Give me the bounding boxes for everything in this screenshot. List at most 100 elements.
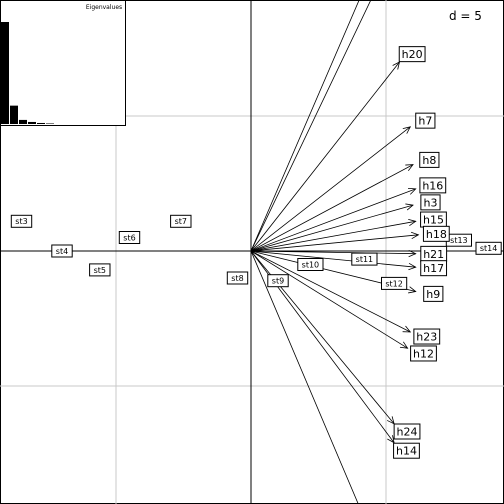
site-st5-text: st5: [94, 266, 106, 275]
site-st8-box: [226, 271, 249, 285]
eigenvalue-bar: [28, 121, 36, 124]
label-h14-box: [393, 442, 420, 459]
eigenvalue-bar: [19, 119, 27, 124]
site-st11-text: st11: [356, 255, 373, 264]
eigenvalue-bar: [46, 123, 54, 124]
arrowhead-h23: [402, 325, 412, 333]
arrow-h15: [250, 220, 416, 252]
site-st7-box: [170, 214, 192, 228]
arrow-h23: [250, 250, 411, 333]
site-st9-text: st9: [272, 277, 284, 286]
site-st12: st12: [381, 276, 408, 290]
label-h8-text: h8: [422, 154, 436, 167]
site-st8-text: st8: [231, 274, 243, 283]
site-st9-box: [267, 274, 289, 288]
arrowhead-h21: [408, 250, 417, 258]
arrow-h10: [250, 250, 359, 504]
site-st3-text: st3: [15, 217, 27, 226]
site-st10-box: [297, 258, 324, 271]
site-st6: st6: [118, 231, 141, 244]
site-st12-box: [381, 276, 408, 290]
label-h9-text: h9: [426, 288, 440, 301]
site-st8: st8: [226, 271, 249, 285]
label-h16-box: [419, 177, 447, 194]
label-h7-box: [415, 112, 436, 129]
site-st13: st13: [445, 233, 472, 247]
label-h23-text: h23: [416, 330, 437, 343]
arrowhead-h12: [399, 341, 409, 349]
label-h21: h21: [420, 245, 448, 262]
site-st3: st3: [10, 214, 33, 228]
label-h15: h15: [420, 211, 447, 228]
site-st14-text: st14: [480, 244, 497, 253]
label-h23: h23: [413, 328, 441, 345]
label-h17-box: [420, 260, 448, 277]
label-h12: h12: [410, 345, 437, 362]
label-h17: h17: [420, 260, 448, 277]
label-h16: h16: [419, 177, 447, 194]
arrow-h18: [250, 234, 419, 252]
label-h9: h9: [423, 285, 444, 302]
label-h24: h24: [393, 423, 421, 440]
arrow-h13: [250, 0, 372, 252]
label-h20-box: [398, 46, 426, 63]
arrowhead-h8: [405, 164, 414, 171]
arrow-h17: [250, 250, 416, 268]
arrowhead-h17: [408, 262, 417, 271]
arrow-h8: [250, 164, 414, 252]
scale-label: d = 5: [449, 9, 482, 23]
site-st3-box: [10, 214, 33, 228]
arrowhead-h14: [387, 435, 395, 444]
label-h20-text: h20: [402, 48, 423, 61]
site-st10-text: st10: [302, 260, 319, 269]
label-h12-box: [410, 345, 437, 362]
label-h9-box: [423, 285, 444, 302]
variable-arrows: [250, 0, 420, 504]
site-st6-text: st6: [123, 233, 135, 242]
arrowhead-h18: [410, 231, 420, 240]
label-h16-text: h16: [422, 179, 443, 192]
label-h23-box: [413, 328, 441, 345]
site-st14: st14: [475, 241, 502, 255]
arrowhead-h7: [402, 126, 412, 134]
site-st4-box: [51, 244, 73, 258]
site-st13-text: st13: [450, 236, 467, 245]
arrowhead-h16: [407, 187, 417, 195]
site-st6-box: [118, 231, 141, 244]
label-h21-text: h21: [423, 248, 444, 261]
site-st10: st10: [297, 258, 324, 271]
arrowhead-h9: [408, 286, 417, 294]
site-st7-text: st7: [175, 217, 187, 226]
label-h14-text: h14: [396, 445, 417, 458]
site-st14-box: [475, 241, 502, 255]
label-h3-text: h3: [423, 196, 437, 209]
arrow-h21: [250, 250, 416, 255]
site-st7: st7: [170, 214, 192, 228]
label-h7-text: h7: [418, 115, 432, 128]
arrow-h12: [250, 250, 408, 349]
site-st11: st11: [351, 252, 378, 266]
label-h18-box: [422, 225, 450, 242]
inset-frame: [0, 0, 126, 126]
site-st4-text: st4: [56, 247, 68, 256]
label-h3-box: [420, 194, 441, 211]
label-h17-text: h17: [423, 262, 444, 275]
label-h12-text: h12: [413, 347, 434, 360]
variable-labels: h22h13h20h7h8h16h3h15h18h21h17h9h23h12h2…: [393, 46, 450, 459]
eigenvalue-inset: Eigenvalues: [0, 0, 126, 126]
label-h24-box: [393, 423, 421, 440]
arrow-h20: [250, 61, 400, 252]
eigenvalue-bar: [10, 105, 18, 124]
label-h7: h7: [415, 112, 436, 129]
site-labels: st1st2st3st4st5st6st7st8st9st10st11st12s…: [10, 214, 502, 290]
label-h3: h3: [420, 194, 441, 211]
arrow-h3: [250, 204, 414, 252]
label-h20: h20: [398, 46, 426, 63]
site-st12-text: st12: [385, 279, 402, 288]
arrowhead-h3: [405, 203, 414, 211]
site-st11-box: [351, 252, 378, 266]
label-h18-text: h18: [426, 228, 447, 241]
arrow-h22: [250, 0, 360, 252]
label-h14: h14: [393, 442, 420, 459]
eigenvalue-bar: [1, 22, 9, 124]
